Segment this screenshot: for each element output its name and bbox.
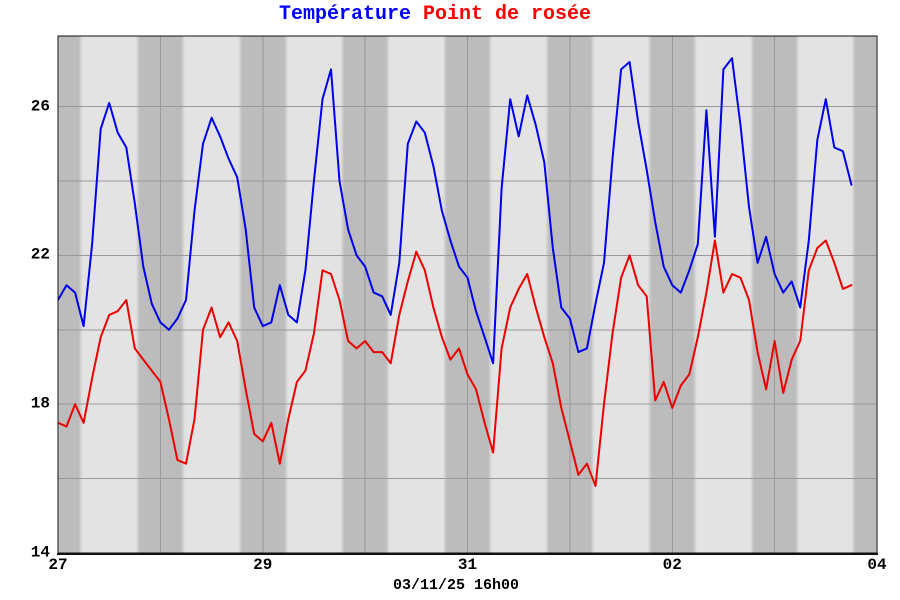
- x-tick-label: 02: [662, 556, 682, 574]
- y-tick-label: 14: [30, 543, 50, 562]
- x-tick-label: 27: [48, 556, 68, 574]
- legend-temperature: Température: [278, 3, 411, 26]
- plot-border: [57, 35, 878, 554]
- night-band: [853, 36, 877, 553]
- x-tick-label: 29: [253, 556, 273, 574]
- title-spacer: [411, 3, 423, 26]
- legend-dew-point: Point de rosée: [423, 3, 592, 26]
- y-tick-label: 22: [30, 246, 50, 265]
- x-tick-label: 31: [457, 556, 478, 574]
- night-band: [58, 36, 81, 553]
- y-tick-label: 26: [30, 97, 50, 116]
- timestamp-label: 03/11/25 16h00: [392, 577, 520, 594]
- dew-point-line: [58, 239, 853, 487]
- temperature-line: [58, 57, 853, 365]
- chart-title: Température Point de rosée: [0, 3, 870, 26]
- x-tick-label: 04: [867, 556, 887, 574]
- y-tick-label: 18: [30, 394, 50, 413]
